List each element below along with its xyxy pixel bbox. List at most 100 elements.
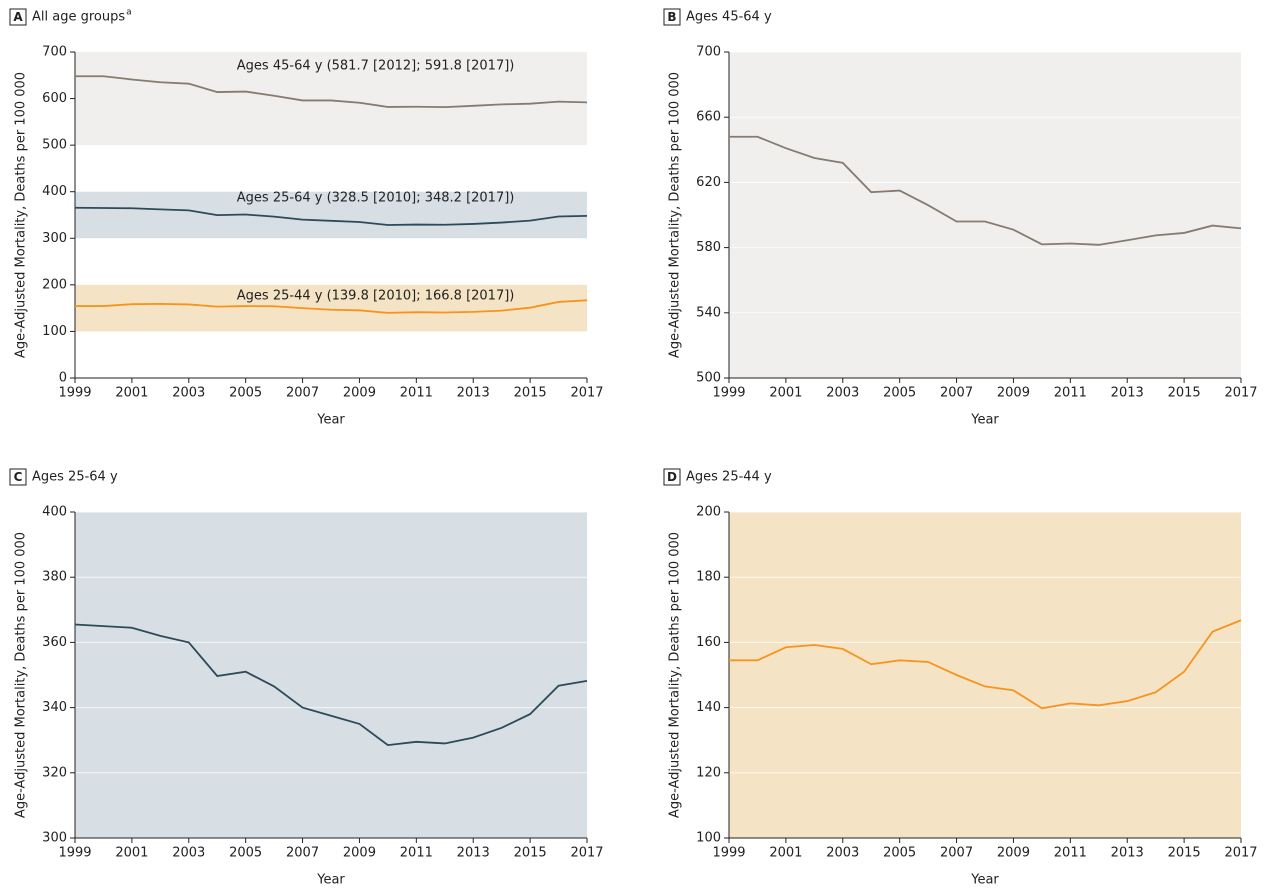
x-tick-label: 2001 bbox=[769, 846, 802, 861]
x-tick-label: 2009 bbox=[997, 386, 1030, 401]
x-tick-label: 1999 bbox=[58, 386, 91, 401]
y-tick-label: 100 bbox=[42, 324, 67, 339]
plot-background bbox=[729, 52, 1241, 378]
panel-title: Ages 25-64 y bbox=[32, 470, 118, 485]
y-tick-label: 0 bbox=[59, 371, 67, 386]
panel-label: A bbox=[13, 10, 23, 24]
x-tick-label: 2015 bbox=[1168, 386, 1201, 401]
y-tick-label: 180 bbox=[696, 570, 721, 585]
panel-title: Ages 45-64 y bbox=[686, 10, 772, 25]
band bbox=[75, 191, 587, 239]
y-tick-label: 700 bbox=[42, 45, 67, 60]
x-tick-label: 2013 bbox=[1111, 846, 1144, 861]
x-tick-label: 2015 bbox=[514, 386, 547, 401]
x-tick-label: 2015 bbox=[514, 846, 547, 861]
title-note: a bbox=[126, 8, 132, 18]
y-tick-label: 500 bbox=[42, 138, 67, 153]
panel-label: B bbox=[667, 10, 676, 24]
band bbox=[75, 52, 587, 146]
series-line bbox=[74, 206, 588, 226]
series-line bbox=[75, 75, 588, 108]
x-tick-label: 1999 bbox=[58, 846, 91, 861]
panel-label-box bbox=[9, 468, 27, 486]
y-tick-label: 160 bbox=[696, 635, 721, 650]
y-tick-label: 500 bbox=[696, 371, 721, 386]
x-tick-label: 2011 bbox=[400, 846, 433, 861]
x-axis-label: Year bbox=[316, 413, 345, 428]
y-tick-label: 600 bbox=[42, 91, 67, 106]
x-tick-label: 2017 bbox=[570, 846, 603, 861]
x-tick-label: 2013 bbox=[457, 846, 490, 861]
x-tick-label: 2007 bbox=[940, 386, 973, 401]
y-axis-label: Age-Adjusted Mortality, Deaths per 100 0… bbox=[14, 72, 29, 358]
x-tick-label: 2009 bbox=[343, 846, 376, 861]
x-tick-label: 2007 bbox=[286, 386, 319, 401]
x-tick-label: 2001 bbox=[769, 386, 802, 401]
y-axis-label: Age-Adjusted Mortality, Deaths per 100 0… bbox=[14, 532, 29, 818]
x-axis-label: Year bbox=[316, 873, 345, 888]
x-tick-label: 2001 bbox=[115, 846, 148, 861]
y-tick-label: 300 bbox=[42, 231, 67, 246]
y-tick-label: 320 bbox=[42, 765, 67, 780]
x-tick-label: 2009 bbox=[997, 846, 1030, 861]
band bbox=[75, 284, 587, 332]
y-tick-label: 400 bbox=[42, 184, 67, 199]
panel-title: Ages 25-44 y bbox=[686, 470, 772, 485]
x-tick-label: 2017 bbox=[1224, 846, 1257, 861]
series-line bbox=[729, 619, 1242, 710]
y-tick-label: 400 bbox=[42, 505, 67, 520]
y-tick-label: 100 bbox=[696, 831, 721, 846]
plot-background bbox=[729, 512, 1241, 838]
y-axis-label: Age-Adjusted Mortality, Deaths per 100 0… bbox=[668, 532, 683, 818]
y-tick-label: 360 bbox=[42, 635, 67, 650]
y-tick-label: 300 bbox=[42, 831, 67, 846]
series-annotation: Ages 45-64 y (581.7 [2012]; 591.8 [2017]… bbox=[237, 59, 515, 74]
x-tick-label: 2003 bbox=[826, 846, 859, 861]
x-tick-label: 2011 bbox=[400, 386, 433, 401]
y-axis-label: Age-Adjusted Mortality, Deaths per 100 0… bbox=[668, 72, 683, 358]
x-tick-label: 2005 bbox=[883, 846, 916, 861]
plot-background bbox=[75, 512, 587, 838]
x-tick-label: 2013 bbox=[1111, 386, 1144, 401]
y-tick-label: 700 bbox=[696, 45, 721, 60]
series-line bbox=[729, 135, 1242, 246]
y-tick-label: 120 bbox=[696, 765, 721, 780]
x-tick-label: 2005 bbox=[229, 846, 262, 861]
y-tick-label: 340 bbox=[42, 700, 67, 715]
x-tick-label: 2011 bbox=[1054, 386, 1087, 401]
x-tick-label: 2013 bbox=[457, 386, 490, 401]
x-axis-label: Year bbox=[970, 413, 999, 428]
y-tick-label: 200 bbox=[696, 505, 721, 520]
series-line bbox=[75, 299, 588, 314]
x-tick-label: 2007 bbox=[940, 846, 973, 861]
x-tick-label: 2007 bbox=[286, 846, 319, 861]
panel-label-box bbox=[663, 8, 681, 26]
x-tick-label: 2017 bbox=[1224, 386, 1257, 401]
x-tick-label: 2017 bbox=[570, 386, 603, 401]
x-tick-label: 2003 bbox=[172, 386, 205, 401]
y-tick-label: 200 bbox=[42, 277, 67, 292]
x-tick-label: 2011 bbox=[1054, 846, 1087, 861]
panel-label: C bbox=[14, 470, 23, 484]
panel-title: All age groups bbox=[32, 10, 125, 25]
series-annotation: Ages 25-44 y (139.8 [2010]; 166.8 [2017]… bbox=[237, 289, 515, 304]
y-tick-label: 540 bbox=[696, 305, 721, 320]
x-tick-label: 2003 bbox=[172, 846, 205, 861]
y-tick-label: 660 bbox=[696, 110, 721, 125]
panel-label: D bbox=[667, 470, 677, 484]
y-tick-label: 580 bbox=[696, 240, 721, 255]
x-tick-label: 2003 bbox=[826, 386, 859, 401]
x-axis-label: Year bbox=[970, 873, 999, 888]
x-tick-label: 2009 bbox=[343, 386, 376, 401]
series-line bbox=[74, 623, 588, 747]
panel-label-box bbox=[663, 468, 681, 486]
x-tick-label: 2005 bbox=[883, 386, 916, 401]
x-tick-label: 2015 bbox=[1168, 846, 1201, 861]
x-tick-label: 1999 bbox=[712, 386, 745, 401]
x-tick-label: 1999 bbox=[712, 846, 745, 861]
y-tick-label: 140 bbox=[696, 700, 721, 715]
y-tick-label: 620 bbox=[696, 175, 721, 190]
series-annotation: Ages 25-64 y (328.5 [2010]; 348.2 [2017]… bbox=[237, 190, 515, 205]
y-tick-label: 380 bbox=[42, 570, 67, 585]
